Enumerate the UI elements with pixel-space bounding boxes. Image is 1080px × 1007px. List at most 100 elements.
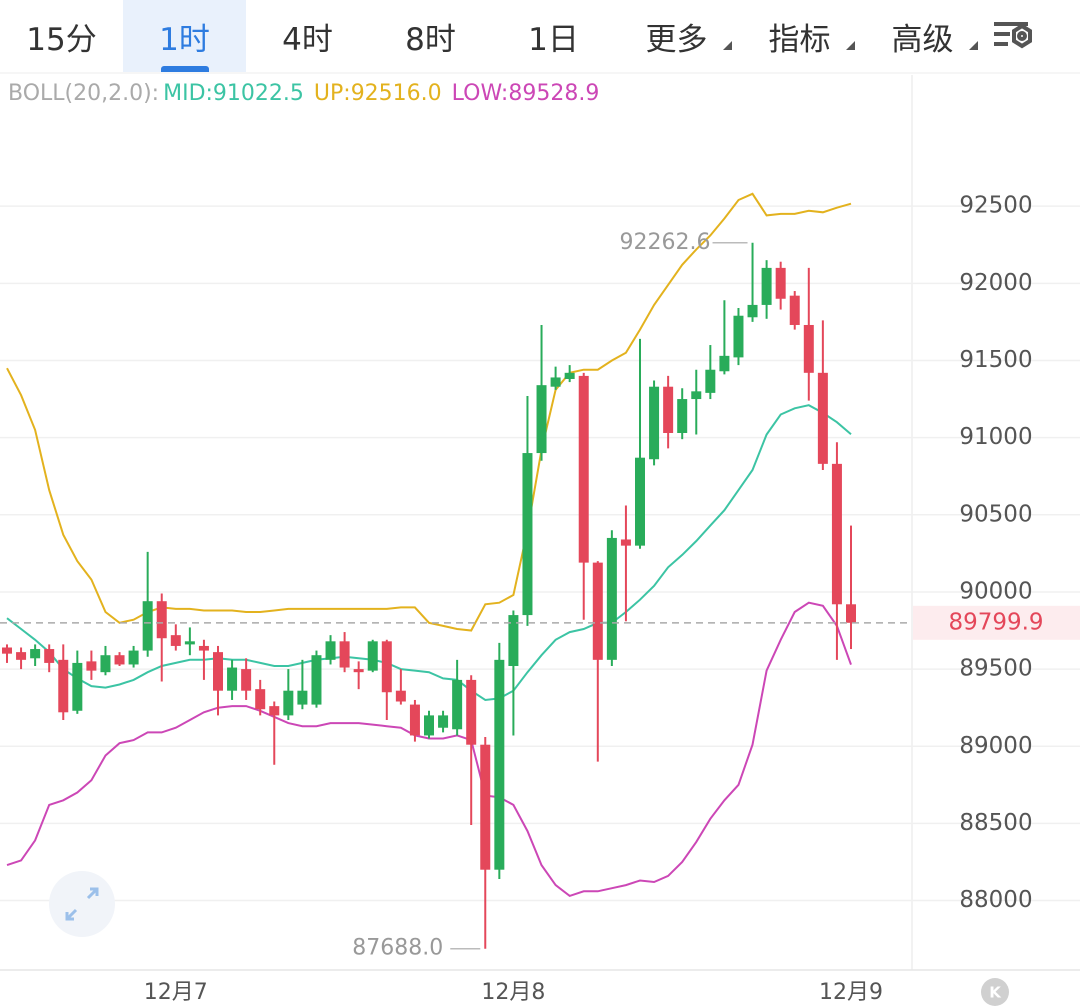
- candle-body: [831, 463, 842, 605]
- candle-body: [227, 667, 238, 691]
- y-tick-label: 91500: [959, 347, 1032, 373]
- candle-body: [30, 649, 41, 659]
- candle-body: [817, 372, 828, 464]
- candle-body: [128, 650, 139, 665]
- candle-body: [649, 386, 660, 460]
- candle-body: [44, 649, 55, 663]
- candle-body: [564, 372, 575, 379]
- candle-body: [424, 715, 434, 736]
- tab-label: 更多: [645, 21, 708, 58]
- candle-body: [846, 604, 856, 623]
- timeframe-tab[interactable]: 更多: [615, 0, 738, 72]
- timeframe-tab[interactable]: 4时: [246, 0, 369, 72]
- y-tick-label: 92000: [959, 270, 1032, 296]
- candle-body: [100, 655, 111, 673]
- candle-body: [156, 601, 167, 639]
- tab-label: 8时: [405, 21, 456, 58]
- candle-body: [142, 601, 153, 651]
- y-tick-label: 88500: [959, 810, 1032, 836]
- candle-body: [747, 304, 758, 318]
- tab-label: 1日: [528, 21, 579, 58]
- candle-body: [620, 539, 631, 546]
- candle-body: [635, 457, 645, 546]
- current-price-label: 89799.9: [948, 609, 1043, 635]
- indicator-legend: BOLL(20,2.0): MID:91022.5 UP:92516.0 LOW:89…: [8, 81, 599, 106]
- candle-body: [494, 659, 505, 870]
- candle-body: [592, 562, 603, 660]
- candle-body: [663, 386, 674, 433]
- timeframe-tab[interactable]: 8时: [369, 0, 492, 72]
- candle-body: [283, 690, 294, 716]
- x-tick-label: 12月8: [481, 980, 545, 1005]
- timeframe-tab[interactable]: 1日: [492, 0, 615, 72]
- candle-body: [198, 645, 209, 651]
- candle-body: [691, 391, 702, 400]
- candle-body: [339, 641, 350, 668]
- legend-name: MID:: [163, 81, 213, 106]
- candle-body: [241, 669, 252, 691]
- candle-body: [480, 744, 491, 870]
- candle-body: [353, 669, 364, 673]
- candle-body: [184, 641, 195, 645]
- candle-body: [775, 267, 786, 299]
- y-tick-label: 92500: [959, 193, 1032, 219]
- y-tick-label: 91000: [959, 424, 1032, 450]
- candle-body: [58, 659, 69, 713]
- tab-label: 1时: [159, 21, 210, 58]
- candle-body: [255, 689, 266, 710]
- candle-body: [466, 679, 477, 745]
- tab-label: 指标: [768, 21, 831, 58]
- candle-body: [297, 690, 308, 705]
- x-tick-label: 12月7: [144, 980, 208, 1005]
- y-tick-label: 89000: [959, 733, 1032, 759]
- legend-name: UP:: [314, 81, 351, 106]
- timeframe-tab[interactable]: 高级: [861, 0, 984, 72]
- y-tick-label: 89500: [959, 656, 1032, 682]
- timeframe-tab[interactable]: 指标: [738, 0, 861, 72]
- candle-body: [409, 704, 420, 736]
- candle-body: [761, 267, 772, 305]
- tab-label: 4时: [282, 21, 333, 58]
- candle-body: [213, 652, 223, 691]
- candle-body: [522, 453, 533, 616]
- candle-body: [606, 537, 617, 660]
- candle-body: [705, 369, 716, 393]
- settings-button[interactable]: [984, 0, 1080, 72]
- y-tick-label: 90000: [959, 578, 1032, 604]
- candle-body: [803, 324, 814, 373]
- y-tick-label: 88000: [959, 887, 1032, 913]
- legend-value: 92516.0: [351, 81, 442, 106]
- timeframe-tab[interactable]: 15分: [0, 0, 123, 72]
- active-indicator: [161, 66, 209, 72]
- boll-line: [6, 192, 852, 632]
- candle-body: [381, 641, 392, 693]
- x-tick-label: 12月9: [819, 980, 883, 1005]
- candle-body: [269, 706, 280, 716]
- current-price-tag: [913, 605, 1080, 640]
- candle-body: [452, 679, 463, 730]
- legend-value: 89528.9: [508, 81, 599, 106]
- logo-badge: [981, 978, 1009, 1006]
- candle-body: [2, 647, 12, 654]
- candle-body: [170, 635, 181, 646]
- legend-value: 91022.5: [213, 81, 304, 106]
- candle-body: [536, 385, 547, 454]
- candle-body: [719, 355, 730, 372]
- tab-bar: 15分 1时 4时 8时 1日 更多 指标 高级: [0, 0, 1080, 72]
- tab-label: 15分: [26, 21, 97, 58]
- settings-icon: [994, 22, 1032, 49]
- candle-body: [677, 399, 688, 433]
- boll-line: [6, 404, 852, 702]
- candle-body: [395, 690, 406, 702]
- legend-name: LOW:: [452, 81, 509, 106]
- expand-button[interactable]: [49, 871, 115, 937]
- low-annotation: 87688.0: [352, 936, 443, 961]
- timeframe-tab[interactable]: 1时: [123, 0, 246, 72]
- candle-body: [733, 315, 744, 358]
- candle-body: [508, 615, 519, 667]
- candle-body: [16, 652, 27, 660]
- candle-body: [72, 662, 83, 711]
- dropdown-caret: [723, 41, 732, 50]
